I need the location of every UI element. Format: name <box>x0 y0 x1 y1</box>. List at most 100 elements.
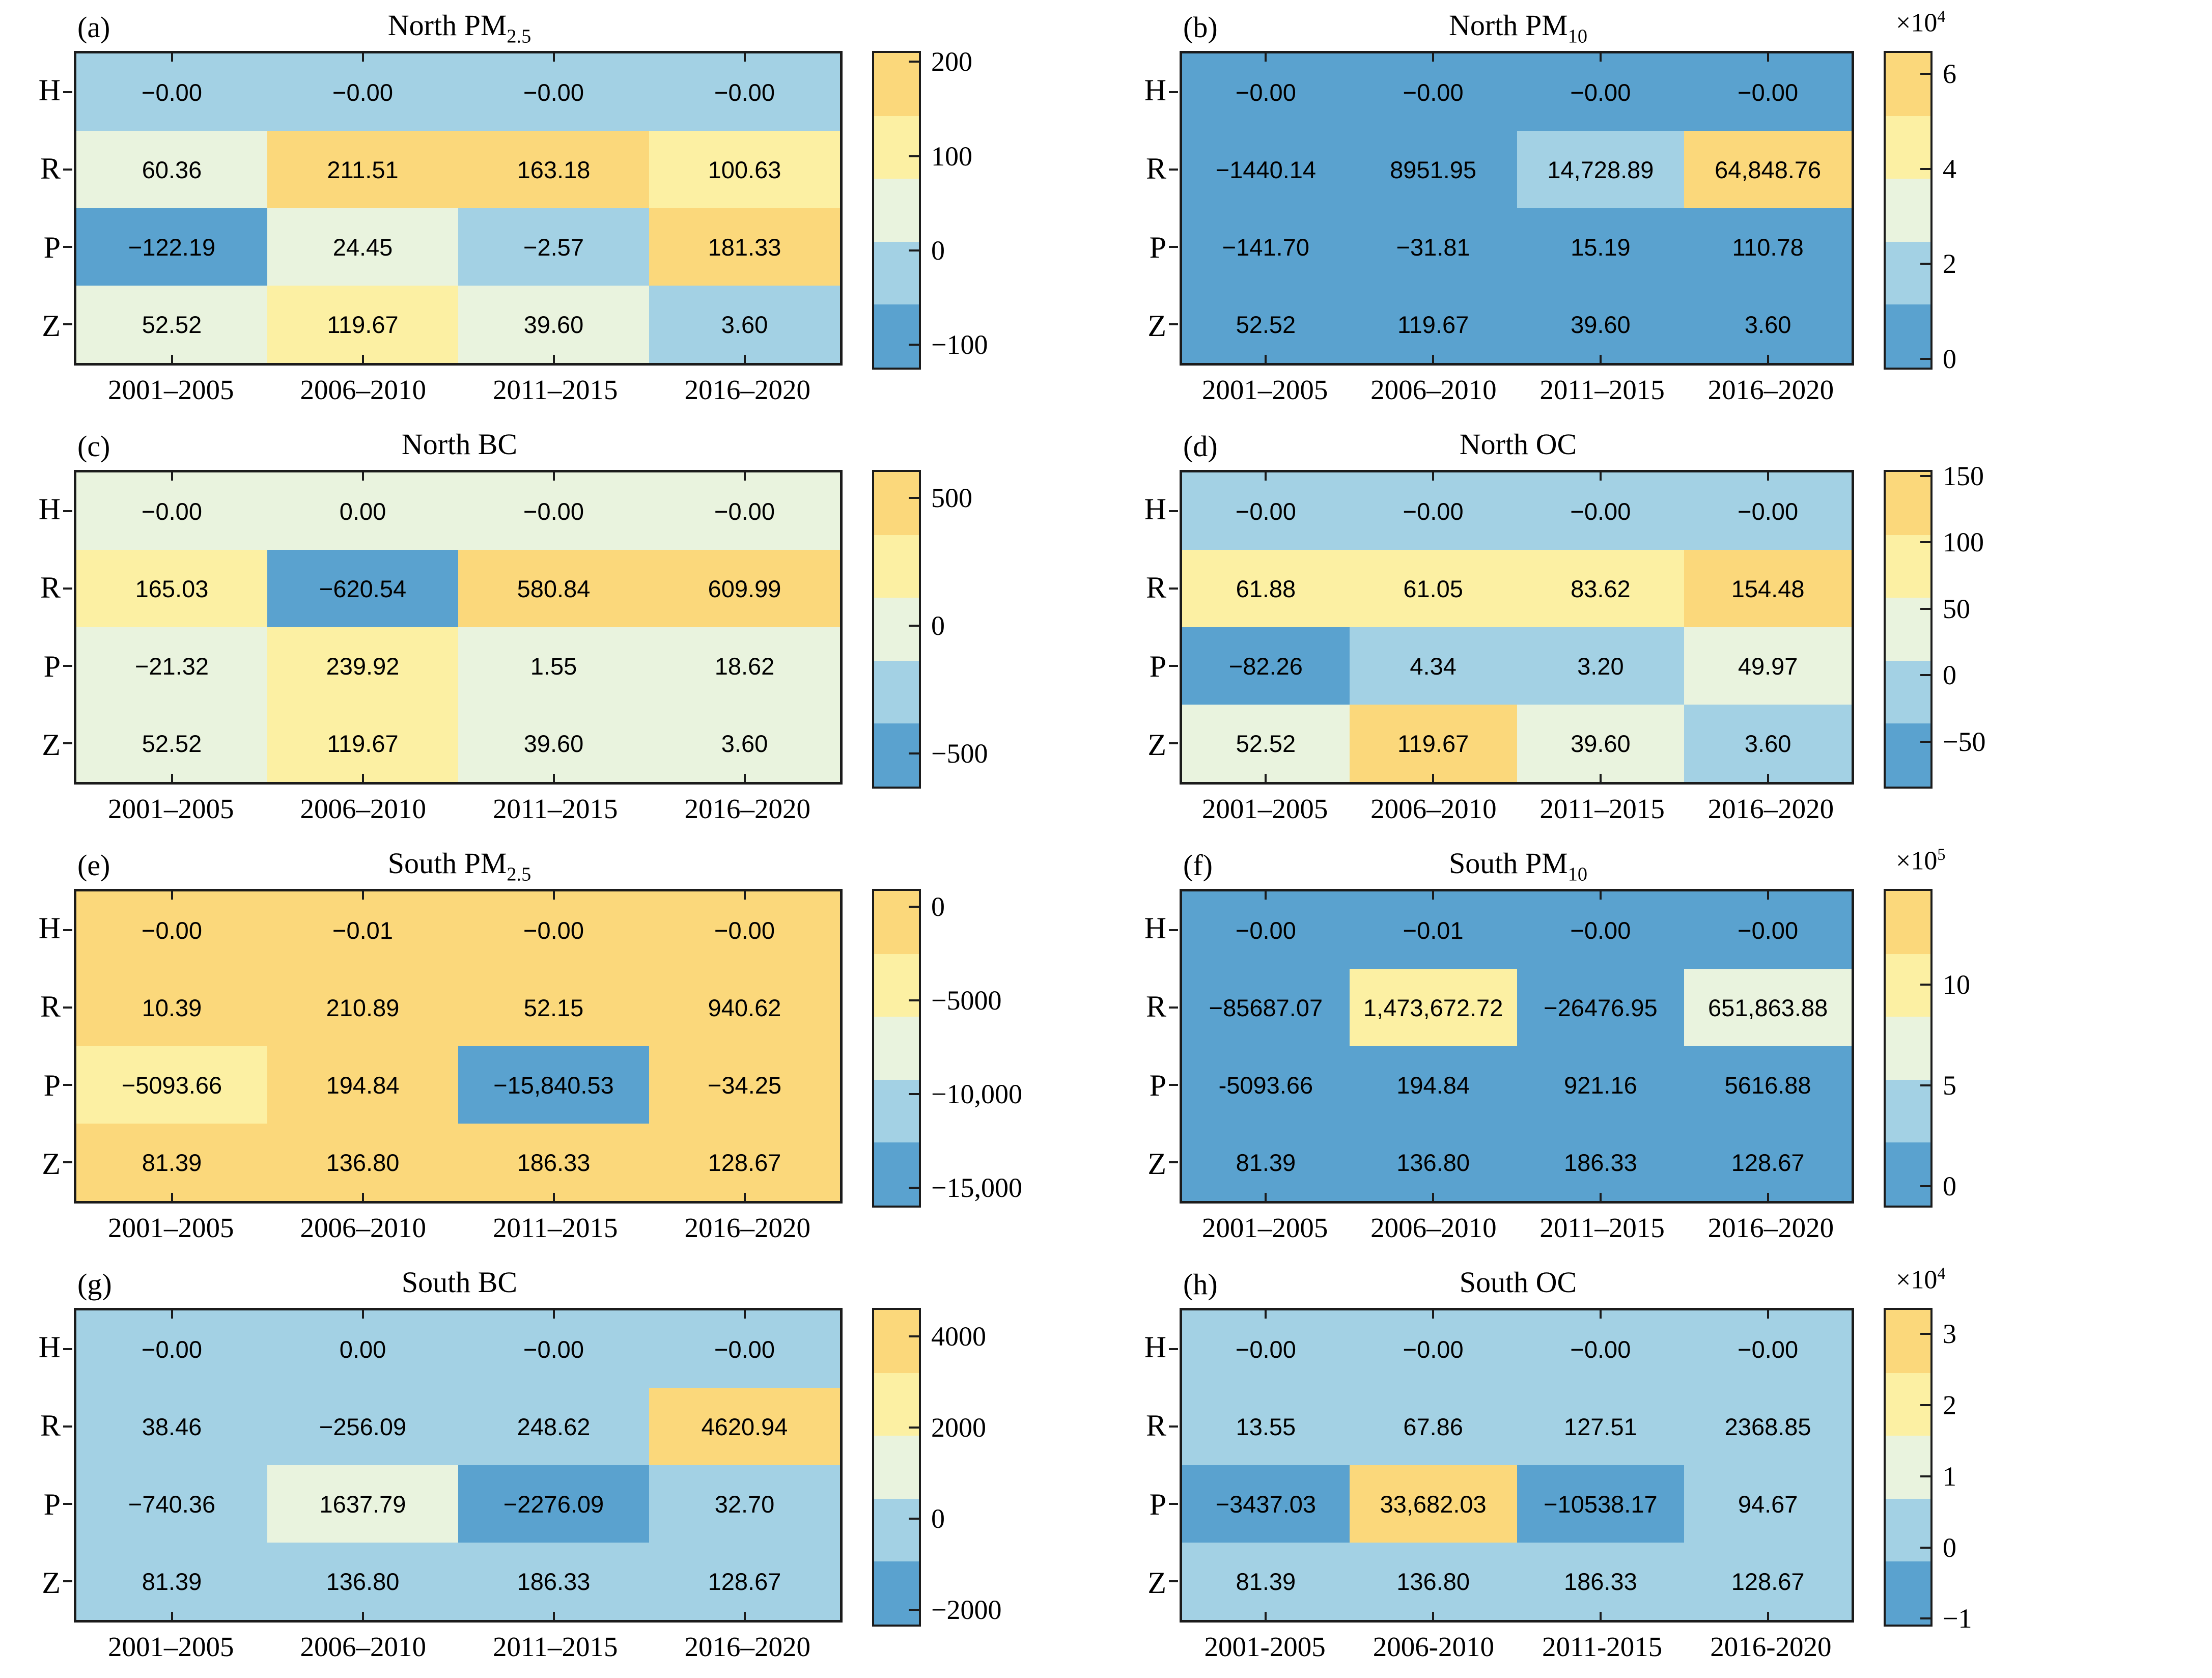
x-axis-tick <box>1432 1193 1435 1201</box>
row-label-R: R <box>1145 1409 1166 1443</box>
row-label-R: R <box>40 571 61 605</box>
cell-value: 4620.94 <box>701 1413 788 1440</box>
heatmap-cell: 52.15 <box>458 969 649 1046</box>
colorbar-tick <box>909 1187 919 1189</box>
cell-value: 52.52 <box>142 730 202 757</box>
panel-letter: (d) <box>1183 430 1218 463</box>
row-label-P: P <box>43 230 61 264</box>
cell-value: 186.33 <box>517 1568 591 1595</box>
heatmap-cell: −0.00 <box>76 1310 267 1388</box>
heatmap-cell: 83.62 <box>1517 550 1685 627</box>
x-axis-tick <box>1265 472 1267 481</box>
heatmap-cell: −1440.14 <box>1182 131 1350 208</box>
cell-value: 165.03 <box>135 575 209 602</box>
panel-title: South OC <box>1182 1265 1854 1299</box>
row-label-H: H <box>1144 1330 1166 1364</box>
heatmap-cell: 81.39 <box>76 1124 267 1201</box>
heatmap-cell: 136.80 <box>1349 1543 1517 1620</box>
heatmap-cell: −2.57 <box>458 208 649 286</box>
panel-letter: (e) <box>77 849 110 882</box>
x-axis-tick <box>552 891 555 900</box>
colorbar-tick-label: 200 <box>931 46 972 77</box>
colorbar-tick-label: 0 <box>1943 1171 1956 1202</box>
colorbar-tick-label: −10,000 <box>931 1078 1022 1109</box>
x-axis-tick <box>552 53 555 62</box>
heatmap-cell: 39.60 <box>1517 705 1685 782</box>
cell-value: −2.57 <box>523 233 584 261</box>
heatmap-cell: 13.55 <box>1182 1388 1350 1465</box>
heatmap-cell: −0.00 <box>1182 53 1350 131</box>
panel-body: H R P Z −0.00 −0.00 −0.00 −0.00 60.36 211.51 163.1… <box>0 46 1106 370</box>
panel-title-text: North PM <box>387 9 507 42</box>
heatmap-cell: −82.26 <box>1182 627 1350 705</box>
x-axis-tick <box>552 472 555 481</box>
heatmap-cell: 119.67 <box>1349 705 1517 782</box>
y-axis-tick <box>63 323 72 325</box>
x-tick-label: 2001–2005 <box>1201 374 1328 405</box>
cell-value: 1637.79 <box>319 1490 406 1518</box>
heatmap-cell: 940.62 <box>649 969 840 1046</box>
y-axis-tick <box>63 1348 72 1350</box>
cell-value: −0.00 <box>523 1335 584 1363</box>
heatmap-cell: −0.00 <box>649 1310 840 1388</box>
y-axis-tick <box>1169 169 1178 171</box>
cell-value: −21.32 <box>134 652 209 680</box>
heatmap-cell: 186.33 <box>458 1124 649 1201</box>
cell-value: −0.00 <box>142 1335 202 1363</box>
colorbar <box>872 889 921 1208</box>
heatmap-cell: −0.00 <box>1517 891 1685 969</box>
colorbar-tick <box>1920 1617 1930 1620</box>
panel-letter: (g) <box>77 1268 112 1301</box>
x-axis-tick <box>1767 53 1769 62</box>
row-label-R: R <box>1145 152 1166 186</box>
cell-value: −34.25 <box>707 1071 782 1099</box>
x-tick-label: 2006–2010 <box>1370 1212 1497 1243</box>
x-axis-tick <box>552 1310 555 1319</box>
panel-b: (b) North PM10 H R P Z −0.00 −0.00 −0.00 −0.00 −14… <box>1106 2 2212 421</box>
panel-title-subscript: 2.5 <box>507 25 531 47</box>
cell-value: −85687.07 <box>1209 994 1323 1021</box>
panel-header: (f) South PM10 <box>1106 846 2212 889</box>
colorbar-tick <box>909 249 919 251</box>
colorbar-tick-label: 150 <box>1943 460 1984 491</box>
x-axis-tick <box>361 774 364 782</box>
cell-value: −31.81 <box>1396 233 1470 261</box>
cell-value: −256.09 <box>319 1413 407 1440</box>
heatmap-cell: 128.67 <box>649 1543 840 1620</box>
heatmap-cell: 0.00 <box>267 1310 458 1388</box>
heatmap-cell: 15.19 <box>1517 208 1685 286</box>
x-axis-tick <box>1432 53 1435 62</box>
x-tick-label: 2001–2005 <box>108 374 234 405</box>
heatmap-cell: −3437.03 <box>1182 1465 1350 1543</box>
x-axis-tick <box>1432 1612 1435 1620</box>
cell-value: −3437.03 <box>1215 1490 1317 1518</box>
colorbar-tick <box>1920 474 1930 477</box>
y-axis-tick <box>63 91 72 93</box>
heatmap-cell: 128.67 <box>649 1124 840 1201</box>
cell-value: 52.52 <box>1236 730 1296 757</box>
y-axis-tick <box>1169 1006 1178 1009</box>
colorbar-tick-label: 4000 <box>931 1321 986 1352</box>
cell-value: 81.39 <box>1236 1149 1296 1176</box>
heatmap-cell: 52.52 <box>76 286 267 363</box>
x-tick-label: 2006–2010 <box>300 374 427 405</box>
colorbar-tick-label: −15,000 <box>931 1172 1022 1204</box>
cell-value: −141.70 <box>1222 233 1309 261</box>
heatmap-cell: 94.67 <box>1684 1465 1852 1543</box>
y-axis-labels: H R P Z <box>0 889 74 1204</box>
heatmap-cell: −0.00 <box>1684 1310 1852 1388</box>
colorbar-tick <box>1920 167 1930 170</box>
cell-value: 1.55 <box>530 652 577 680</box>
cell-value: −0.00 <box>1235 1335 1296 1363</box>
colorbar-tick <box>909 1426 919 1429</box>
x-axis-tick <box>171 472 173 481</box>
colorbar-tick-label: 2 <box>1943 248 1956 279</box>
heatmap-cell: −0.00 <box>1517 1310 1685 1388</box>
colorbar-tick-label: −50 <box>1943 726 1986 757</box>
y-axis-tick <box>1169 1425 1178 1428</box>
cell-value: 186.33 <box>1563 1149 1637 1176</box>
heatmap-cell: 32.70 <box>649 1465 840 1543</box>
panel-header: (e) South PM2.5 <box>0 846 1106 889</box>
colorbar-band <box>874 1310 919 1373</box>
x-axis-tick <box>1432 774 1435 782</box>
